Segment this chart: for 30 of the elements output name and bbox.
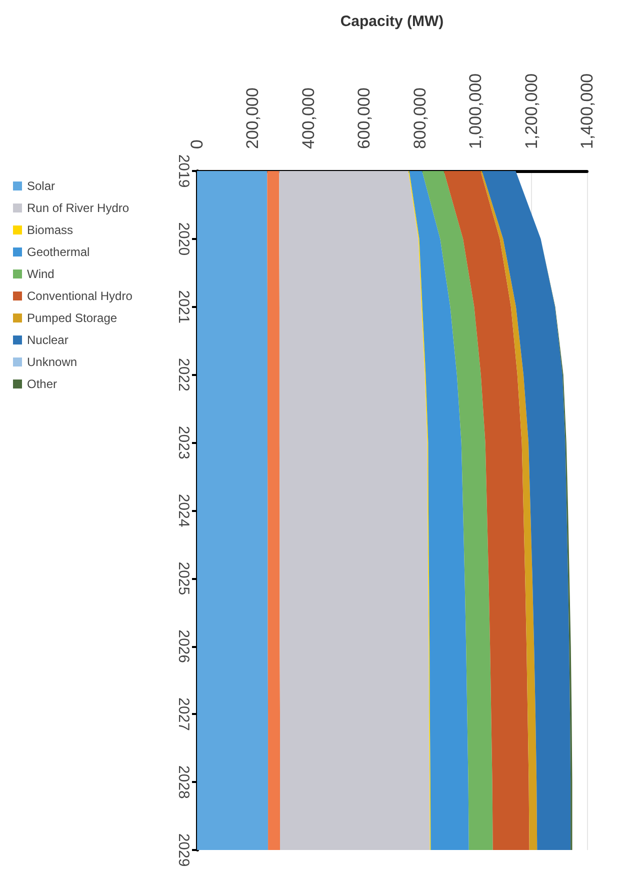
x-axis-title: Capacity (MW) xyxy=(340,13,444,30)
legend-label: Biomass xyxy=(27,223,74,237)
y-tick-label: 2023 xyxy=(175,426,192,460)
x-tick-label: 1,000,000 xyxy=(466,73,486,149)
y-tick-label: 2019 xyxy=(175,154,192,188)
y-tick-label: 2024 xyxy=(175,494,192,528)
x-tick-label: 800,000 xyxy=(410,88,430,149)
x-tick-label: 200,000 xyxy=(243,88,262,149)
legend-label: Pumped Storage xyxy=(27,311,118,325)
y-tick-label: 2028 xyxy=(175,765,192,799)
legend-label: Nuclear xyxy=(27,333,68,347)
legend-label: Solar xyxy=(27,179,56,193)
legend-label: Geothermal xyxy=(27,245,90,259)
y-tick-label: 2025 xyxy=(175,562,192,596)
legend-label: Unknown xyxy=(27,355,78,369)
x-tick-label: 0 xyxy=(188,140,206,149)
legend-label: Conventional Hydro xyxy=(27,289,133,303)
legend-label: Wind xyxy=(27,267,54,281)
y-tick-label: 2029 xyxy=(175,833,192,867)
x-tick-label: 1,200,000 xyxy=(522,73,541,149)
x-tick-label: 600,000 xyxy=(354,88,374,149)
legend-label: Run of River Hydro xyxy=(27,201,130,215)
y-tick-label: 2022 xyxy=(175,358,192,392)
y-tick-label: 2027 xyxy=(175,698,192,731)
x-tick-label: 1,400,000 xyxy=(578,73,596,149)
y-tick-label: 2026 xyxy=(175,630,192,663)
legend-label: Other xyxy=(27,377,58,391)
x-tick-label: 400,000 xyxy=(298,88,318,149)
y-tick-label: 2021 xyxy=(175,290,192,324)
y-tick-label: 2020 xyxy=(175,222,192,256)
